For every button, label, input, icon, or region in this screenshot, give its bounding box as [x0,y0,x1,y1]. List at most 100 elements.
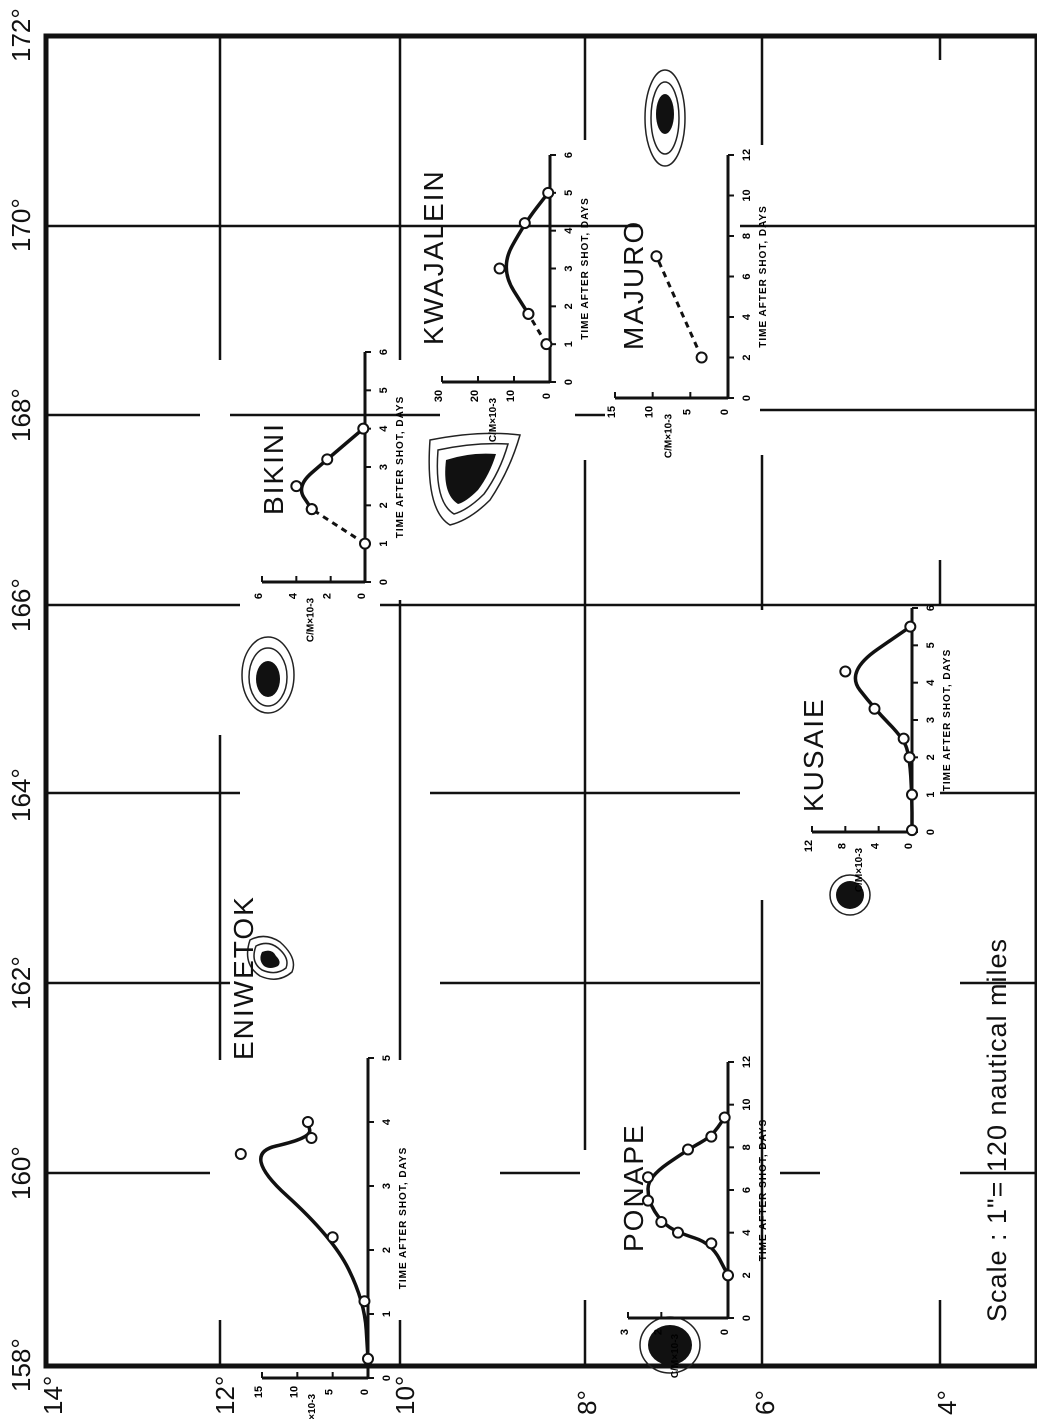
atoll-majuro [644,69,686,167]
value-tick-label-kusaie: 12 [803,840,815,852]
dashed-curve-bikini [310,507,366,545]
scale-note: Scale : 1"= 120 nautical miles [982,937,1012,1322]
value-tick-label-kusaie: 4 [870,842,882,849]
time-tick-label-bikini: 3 [378,464,390,470]
data-point-ponape [682,1143,694,1156]
time-tick-label-bikini: 6 [378,349,390,355]
value-tick-label-majuro: 0 [719,409,731,415]
data-point-bikini [359,537,371,550]
lon-label-160: 160° [6,1146,36,1200]
value-tick-label-ponape: 0 [719,1329,731,1335]
time-tick-label-majuro: 10 [741,189,753,201]
longitude-gridlines [218,36,942,1366]
lat-label-4: 4° [932,1390,962,1415]
data-point-majuro [650,250,663,263]
value-tick-label-kwajalein: 0 [541,393,553,399]
station-name-bikini: BIKINI [258,422,289,515]
data-point-kusaie [839,665,852,678]
data-point-eniwetok [362,1352,374,1365]
time-tick-label-kwajalein: 4 [563,227,575,234]
data-point-ponape [655,1216,668,1228]
time-tick-label-ponape: 10 [741,1099,753,1111]
atoll-eniwetok [246,935,295,980]
time-tick-label-eniwetok: 5 [381,1055,393,1061]
time-tick-label-kusaie: 5 [925,642,937,648]
lon-label-172: 172° [6,8,36,62]
time-axis-label-bikini: TIME AFTER SHOT, DAYS [395,396,406,539]
data-point-ponape [705,1237,718,1250]
data-point-kusaie [903,751,916,764]
time-axis-label-eniwetok: TIME AFTER SHOT, DAYS [398,1147,409,1290]
time-tick-label-bikini: 0 [378,579,390,585]
latitude-gridlines [46,224,1037,1175]
value-tick-label-eniwetok: 15 [253,1386,265,1398]
data-point-eniwetok [326,1231,339,1244]
data-point-kwajalein [493,262,506,275]
value-tick-label-eniwetok: 10 [288,1386,300,1398]
value-axis-label-kusaie: C/M×10-3 [854,847,865,892]
time-tick-label-eniwetok: 0 [381,1375,393,1381]
atoll-kusaie [829,874,871,916]
value-axis-label-majuro: C/M×10-3 [664,413,675,458]
value-tick-label-majuro: 5 [681,409,693,415]
data-point-bikini [305,503,318,516]
lat-label-6: 6° [750,1390,780,1415]
time-tick-label-majuro: 0 [741,395,753,401]
time-tick-label-ponape: 6 [741,1187,753,1193]
data-point-ponape [642,1171,654,1184]
station-name-kwajalein: KWAJALEIN [418,169,449,345]
lat-label-14: 14° [38,1375,68,1415]
value-axis-label-ponape: C/M×10-3 [670,1333,681,1378]
time-tick-label-kwajalein: 2 [563,303,575,309]
time-axis-label-majuro: TIME AFTER SHOT, DAYS [758,205,769,348]
station-name-ponape: PONAPE [618,1123,649,1252]
data-point-kwajalein [542,186,555,199]
lon-label-164: 164° [6,768,36,822]
value-tick-label-kwajalein: 20 [469,390,481,402]
data-point-ponape [705,1130,718,1143]
value-tick-label-eniwetok: 5 [324,1389,336,1395]
value-tick-label-bikini: 0 [356,593,368,599]
series-curve-eniwetok [259,1121,370,1359]
time-axis-label-kusaie: TIME AFTER SHOT, DAYS [942,649,953,792]
data-point-kwajalein [518,217,531,230]
station-name-kusaie: KUSAIE [798,697,829,812]
time-tick-label-kusaie: 1 [925,792,937,798]
time-tick-label-ponape: 12 [741,1056,753,1068]
time-tick-label-bikini: 2 [378,502,390,508]
time-tick-label-eniwetok: 4 [381,1118,393,1125]
data-point-eniwetok [234,1148,247,1160]
lon-label-168: 168° [6,388,36,442]
series-curve-kwajalein [504,191,550,315]
value-tick-label-kusaie: 8 [836,843,848,849]
data-point-ponape [672,1226,684,1239]
time-tick-label-ponape: 0 [741,1315,753,1321]
time-tick-label-eniwetok: 1 [381,1311,393,1317]
value-tick-label-kusaie: 0 [903,843,915,849]
value-tick-label-ponape: 2 [652,1329,664,1335]
lon-label-162: 162° [6,956,36,1010]
time-tick-label-eniwetok: 3 [381,1183,393,1189]
value-tick-label-kwajalein: 10 [505,390,517,402]
data-point-eniwetok [305,1132,318,1144]
data-point-kusaie [906,788,918,801]
data-point-kusaie [904,620,917,633]
value-tick-label-bikini: 6 [253,593,265,599]
time-axis-label-ponape: TIME AFTER SHOT, DAYS [758,1119,769,1262]
time-tick-label-bikini: 4 [378,425,390,432]
lat-label-10: 10° [390,1375,420,1415]
value-axis-label-eniwetok: C/M×10-3 [307,1393,318,1419]
data-point-eniwetok [358,1295,371,1308]
value-tick-label-majuro: 15 [606,406,618,418]
time-tick-label-bikini: 5 [378,387,390,393]
time-tick-label-kusaie: 6 [925,605,937,611]
dashed-curve-majuro [655,255,704,359]
time-tick-label-bikini: 1 [378,541,390,547]
value-axis-label-kwajalein: C/M×10-3 [488,397,499,442]
data-point-bikini [357,422,370,435]
station-name-majuro: MAJURO [618,219,649,350]
lon-label-166: 166° [6,578,36,632]
